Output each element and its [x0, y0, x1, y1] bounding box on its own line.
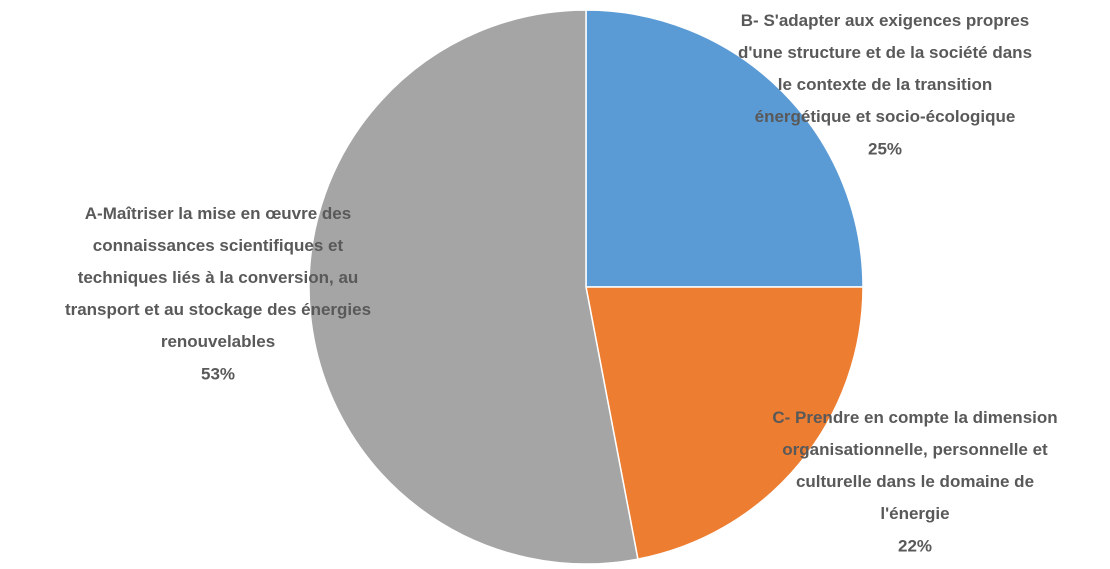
- label-line: renouvelables: [161, 332, 275, 351]
- label-line: B- S'adapter aux exigences propres: [741, 11, 1029, 30]
- slice-label: C- Prendre en compte la dimension organis…: [772, 408, 1057, 523]
- pie-slice: [585, 9, 864, 288]
- label-line: transport et au stockage des énergies: [65, 300, 371, 319]
- pie-slice: [308, 9, 639, 565]
- value-label: 25%: [868, 139, 902, 158]
- value-label: 53%: [201, 364, 235, 383]
- label-line: le contexte de la transition: [778, 75, 992, 94]
- pie-slice: [585, 286, 864, 560]
- label-line: d'une structure et de la société dans: [738, 43, 1032, 62]
- label-line: culturelle dans le domaine de: [796, 472, 1034, 491]
- label-line: organisationnelle, personnelle et: [782, 440, 1048, 459]
- label-line: l'énergie: [880, 504, 949, 523]
- label-line: techniques liés à la conversion, au: [78, 268, 359, 287]
- slice-label: B- S'adapter aux exigences propres d'une …: [738, 11, 1032, 126]
- slice-label: A-Maîtriser la mise en œuvre des connaiss…: [65, 204, 371, 351]
- value-label: 22%: [898, 536, 932, 555]
- label-line: connaissances scientifiques et: [93, 236, 344, 255]
- label-line: énergétique et socio-écologique: [755, 107, 1016, 126]
- label-line: A-Maîtriser la mise en œuvre des: [85, 204, 351, 223]
- label-line: C- Prendre en compte la dimension: [772, 408, 1057, 427]
